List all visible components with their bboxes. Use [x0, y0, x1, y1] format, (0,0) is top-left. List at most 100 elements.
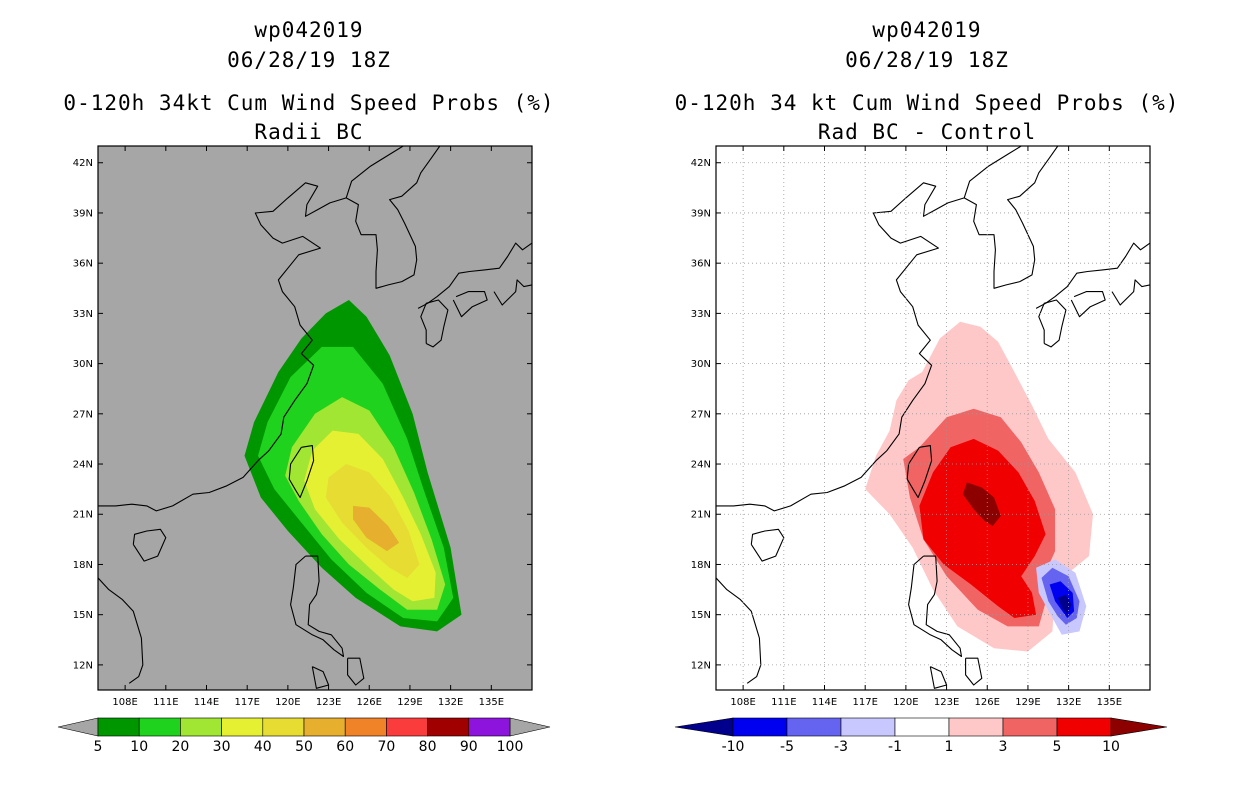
contour-level-5 [919, 438, 1046, 618]
colorbar-swatch [221, 717, 264, 737]
coastline [965, 657, 983, 686]
colorbar-swatch [840, 717, 896, 737]
x-tick-label: 129E [1015, 697, 1040, 708]
x-tick-label: 135E [1097, 697, 1122, 708]
coastline [98, 577, 144, 684]
colorbar-under-arrow [57, 717, 99, 737]
x-tick-label: 132E [1056, 697, 1081, 708]
contour-level-10 [962, 482, 1001, 526]
colorbar-label: 60 [336, 739, 354, 755]
colorbar-swatch [97, 717, 140, 737]
coastline [345, 146, 441, 289]
coastline [347, 657, 365, 686]
coastline [132, 528, 167, 562]
map-frame [97, 145, 533, 691]
y-tick-label: 24N [691, 460, 711, 471]
colorbar-over-arrow [1110, 717, 1168, 737]
y-tick-label: 42N [73, 158, 93, 169]
x-tick-label: 117E [852, 697, 877, 708]
coastline [1111, 279, 1150, 306]
colorbar-swatch [894, 717, 950, 737]
colorbar-label: 80 [419, 739, 437, 755]
colorbar-label: 1 [945, 739, 954, 755]
y-tick-label: 24N [73, 460, 93, 471]
probability-map-chart: 108E 111E 114E 117E 120E 123E 126E 129E 132E 135E… [57, 145, 551, 755]
y-tick-label: 39N [691, 208, 711, 219]
colorbar-swatch [948, 717, 1004, 737]
colorbar-swatch [468, 717, 511, 737]
coastline [1070, 291, 1106, 318]
colorbar-under-arrow [674, 717, 734, 737]
coastline [290, 555, 345, 658]
contour-level-neg10 [1057, 594, 1072, 615]
difference-map-chart: 108E 111E 114E 117E 120E 123E 126E 129E 132E 135E… [674, 145, 1168, 755]
colorbar-label: 90 [460, 739, 478, 755]
colorbar-label: -5 [780, 739, 794, 755]
datetime-label: 06/28/19 18Z [227, 48, 391, 72]
colorbar-label: -3 [834, 739, 848, 755]
colorbar-label: 50 [295, 739, 313, 755]
map-layer [716, 146, 1150, 689]
x-tick-label: 135E [479, 697, 504, 708]
contour-level-50 [353, 505, 400, 552]
coastline [98, 146, 404, 512]
storm-id: wp042019 [872, 18, 982, 42]
x-tick-label: 114E [812, 697, 837, 708]
y-tick-label: 27N [73, 409, 93, 420]
x-tick-label: 114E [194, 697, 219, 708]
y-tick-label: 12N [73, 660, 93, 671]
y-tick-label: 12N [691, 660, 711, 671]
x-tick-label: 120E [893, 697, 918, 708]
colorbar-label: -1 [888, 739, 902, 755]
left-panel: wp042019 06/28/19 18Z 0-120h 34kt Cum Wi… [57, 18, 555, 755]
x-tick-label: 132E [438, 697, 463, 708]
x-tick-label: 111E [771, 697, 796, 708]
y-tick-label: 21N [73, 510, 93, 521]
colorbar-label: 10 [1102, 739, 1120, 755]
coastline [716, 146, 1022, 512]
colorbar-swatch [180, 717, 222, 737]
x-tick-label: 117E [234, 697, 259, 708]
colorbar-label: 40 [254, 739, 272, 755]
colorbar-swatch [386, 717, 428, 737]
x-tick-label: 108E [730, 697, 755, 708]
colorbar-label: 20 [171, 739, 189, 755]
y-tick-label: 18N [73, 560, 93, 571]
x-tick-label: 123E [316, 697, 341, 708]
x-tick-label: 111E [153, 697, 178, 708]
colorbar-label: 3 [999, 739, 1008, 755]
y-tick-label: 15N [691, 610, 711, 621]
coastline [417, 242, 532, 309]
coastline [420, 299, 449, 348]
y-tick-label: 42N [691, 158, 711, 169]
coastline [1038, 299, 1067, 348]
coastline [288, 445, 315, 499]
coastline [1035, 242, 1150, 309]
colorbar-swatch [1056, 717, 1112, 737]
datetime-label: 06/28/19 18Z [845, 48, 1009, 72]
chart-title: 0-120h 34kt Cum Wind Speed Probs (%) [63, 91, 555, 115]
colorbar-label: 10 [130, 739, 148, 755]
chart-title: 0-120h 34 kt Cum Wind Speed Probs (%) [674, 91, 1180, 115]
colorbar-label: 5 [1053, 739, 1062, 755]
coastline [493, 279, 532, 306]
y-tick-label: 15N [73, 610, 93, 621]
colorbar-swatch [138, 717, 181, 737]
x-tick-label: 126E [975, 697, 1000, 708]
coastline [750, 528, 785, 562]
x-tick-label: 123E [934, 697, 959, 708]
colorbar-swatch [303, 717, 346, 737]
y-tick-label: 30N [691, 359, 711, 370]
y-tick-label: 21N [691, 510, 711, 521]
colorbar-swatch [1002, 717, 1058, 737]
colorbar-over-arrow [509, 717, 551, 737]
x-tick-label: 120E [275, 697, 300, 708]
colorbar-swatch [732, 717, 788, 737]
y-tick-label: 36N [73, 259, 93, 270]
chart-subtitle: Rad BC - Control [817, 120, 1037, 144]
map-layer [98, 146, 532, 689]
y-tick-label: 39N [73, 208, 93, 219]
right-panel: wp042019 06/28/19 18Z 0-120h 34 kt Cum W… [618, 0, 1236, 800]
y-tick-label: 33N [691, 309, 711, 320]
x-tick-label: 108E [112, 697, 137, 708]
